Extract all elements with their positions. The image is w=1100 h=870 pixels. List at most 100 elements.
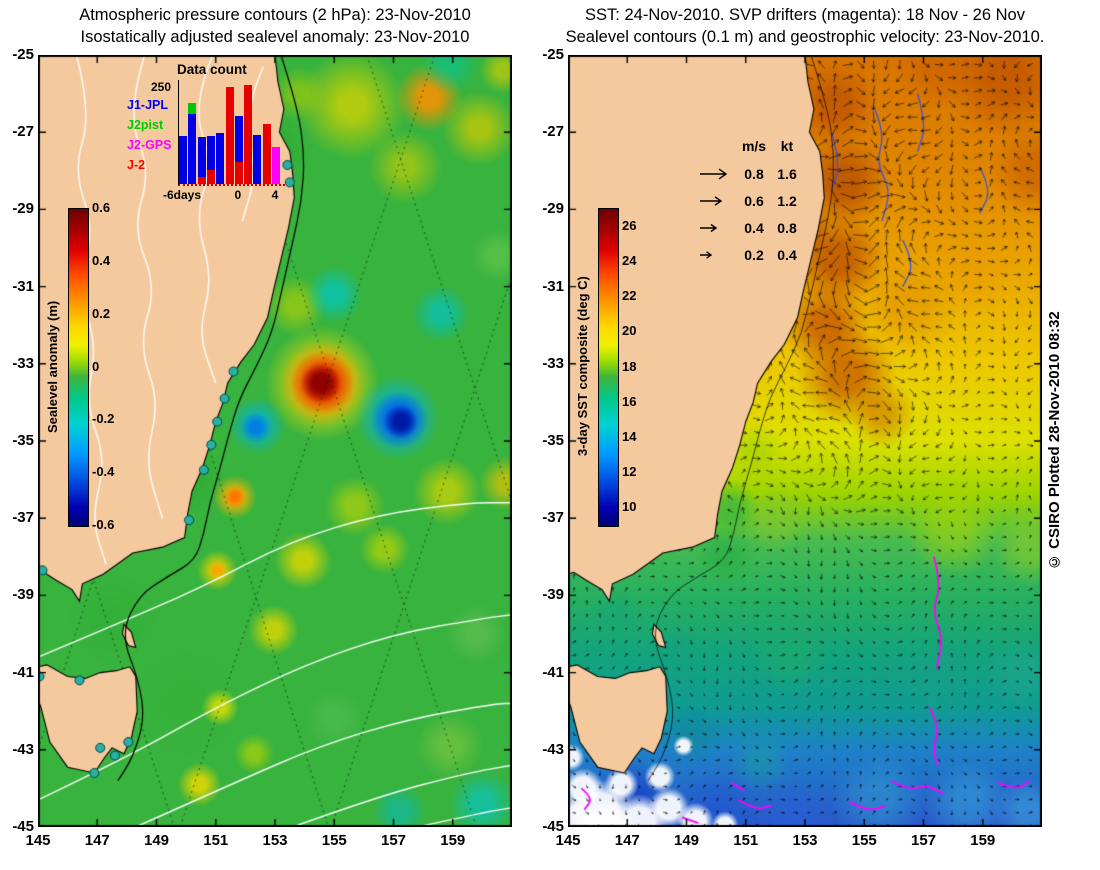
left-y-tick-label: -27	[12, 123, 34, 141]
sst-colorbar-tick: 12	[622, 464, 637, 480]
histogram-bar-segment	[234, 116, 243, 162]
sealevel-colorbar-tick: -0.2	[92, 411, 115, 427]
histogram-bar-segment	[225, 86, 234, 184]
velocity-ms-value: 0.8	[744, 165, 764, 182]
right-title-line2: Sealevel contours (0.1 m) and geostrophi…	[565, 28, 1045, 46]
left-y-tick-label: -35	[12, 432, 34, 449]
sealevel-colorbar-tick: 0.6	[92, 200, 111, 215]
histogram-bar-segment	[244, 84, 253, 184]
right-x-tick-label: 151	[733, 832, 759, 849]
right-title-line1: SST: 24-Nov-2010. SVP drifters (magenta)…	[585, 6, 1025, 24]
sealevel-colorbar: Sealevel anomaly (m) 0.6 0.4 0.2 0 -0.2 -0.4 -…	[45, 200, 146, 537]
sst-colorbar-tick: 14	[622, 428, 637, 444]
right-y-tick-label: -27	[542, 123, 564, 141]
histogram-x-label: 0	[234, 188, 242, 202]
histogram-x-label: 4	[271, 188, 279, 202]
data-count-ymax-label: 250	[150, 80, 171, 94]
left-x-tick-label: 147	[84, 832, 110, 849]
sealevel-colorbar-tick: 0.2	[92, 305, 111, 321]
left-x-tick-label: 159	[440, 832, 466, 849]
right-x-tick-label: 149	[673, 832, 700, 849]
histogram-legend-J2-GPS: J2-GPS	[127, 138, 172, 152]
credit-text: © CSIRO Plotted 28-Nov-2010 08:32	[1046, 311, 1063, 571]
histogram-bar-segment	[188, 102, 197, 114]
velocity-kt-value: 0.4	[777, 246, 797, 263]
left-y-tick-label: -37	[12, 509, 34, 527]
sealevel-colorbar-tick: 0.4	[92, 252, 111, 268]
sealevel-colorbar-tick: -0.4	[92, 464, 115, 480]
right-y-tick-label: -37	[542, 509, 564, 527]
velocity-legend-row: 0.6 1.2	[698, 187, 828, 214]
sst-colorbar-label: 3-day SST composite (deg C)	[575, 276, 590, 457]
right-x-tick-label: 159	[970, 832, 996, 849]
histogram-bar-segment	[216, 132, 225, 184]
histogram-x-label: -6days	[162, 188, 202, 202]
histogram-bar-segment	[262, 124, 271, 184]
left-y-tick-label: -39	[12, 586, 34, 604]
left-y-tick-label: -25	[12, 46, 34, 63]
right-y-tick-label: -33	[542, 354, 564, 372]
left-x-tick-label: 155	[321, 832, 347, 849]
right-x-tick-label: 145	[555, 832, 581, 849]
velocity-arrow-icon	[700, 223, 718, 232]
left-y-tick-label: -29	[12, 200, 34, 218]
velocity-kt-value: 1.2	[777, 192, 797, 209]
right-y-tick-label: -29	[542, 200, 564, 218]
sealevel-colorbar-tick: -0.6	[92, 517, 115, 532]
velocity-arrow-icon	[700, 168, 728, 179]
left-x-tick-label: 149	[143, 832, 170, 849]
right-x-tick-label: 153	[792, 832, 818, 849]
credit: © CSIRO Plotted 28-Nov-2010 08:32	[1046, 55, 1086, 827]
histogram-legend-J1-JPL: J1-JPL	[127, 98, 168, 112]
sst-colorbar-tick: 20	[622, 323, 637, 339]
right-y-tick-label: -43	[542, 740, 564, 758]
histogram-legend-J-2: J-2	[127, 158, 146, 172]
right-y-tick-label: -35	[542, 432, 564, 449]
sst-colorbar-gradient	[598, 208, 619, 527]
sst-map-canvas	[568, 55, 1042, 827]
left-y-tick-label: -43	[12, 740, 34, 758]
data-count-title: Data count	[177, 62, 247, 77]
right-y-tick-label: -39	[542, 586, 564, 604]
velocity-kt-value: 1.6	[777, 165, 797, 182]
histogram-bar-segment	[272, 147, 280, 184]
left-x-tick-label: 157	[380, 832, 407, 849]
sst-colorbar: 3-day SST composite (deg C) 26 24 22 20 18 16…	[575, 203, 676, 537]
sst-colorbar-tick: 26	[622, 217, 637, 233]
left-y-tick-label: -45	[12, 818, 34, 835]
sst-colorbar-tick: 16	[622, 393, 637, 409]
right-y-tick-label: -25	[542, 46, 564, 63]
velocity-legend-ms-header: m/s	[741, 138, 767, 154]
left-title-line2: Isostatically adjusted sealevel anomaly:…	[80, 28, 470, 46]
histogram-bar-segment	[188, 114, 197, 184]
right-y-tick-label: -45	[542, 818, 564, 835]
velocity-legend: m/s kt 0.8 1.6 0.6 1.2 0.4 0.8 0.2 0.4	[698, 138, 828, 268]
left-x-tick-label: 151	[203, 832, 229, 849]
histogram-bar-segment	[253, 135, 262, 184]
sst-colorbar-tick: 22	[622, 288, 637, 304]
left-x-tick-label: 145	[25, 832, 51, 849]
histogram-bar-segment	[206, 136, 215, 170]
left-panel-title: Atmospheric pressure contours (2 hPa): 2…	[10, 4, 540, 48]
right-y-tick-label: -31	[542, 277, 564, 295]
velocity-legend-row: 0.8 1.6	[698, 160, 828, 187]
velocity-kt-value: 0.8	[777, 219, 797, 236]
velocity-legend-kt-header: kt	[780, 138, 794, 154]
velocity-legend-row: 0.2 0.4	[698, 241, 828, 268]
left-x-tick-label: 153	[262, 832, 288, 849]
data-count-plot	[178, 80, 285, 186]
histogram-bar-segment	[197, 136, 206, 177]
right-x-tick-label: 147	[614, 832, 640, 849]
histogram-bar-segment	[197, 176, 206, 184]
sst-colorbar-tick: 10	[622, 499, 637, 515]
histogram-bar-segment	[234, 162, 243, 184]
right-x-tick-label: 157	[910, 832, 937, 849]
sealevel-colorbar-label: Sealevel anomaly (m)	[45, 300, 60, 433]
left-y-tick-label: -31	[12, 277, 34, 295]
histogram-bar-segment	[179, 136, 187, 184]
left-title-line1: Atmospheric pressure contours (2 hPa): 2…	[79, 6, 471, 24]
velocity-ms-value: 0.4	[744, 219, 764, 236]
velocity-legend-row: 0.4 0.8	[698, 214, 828, 241]
sst-colorbar-tick: 18	[622, 358, 637, 374]
